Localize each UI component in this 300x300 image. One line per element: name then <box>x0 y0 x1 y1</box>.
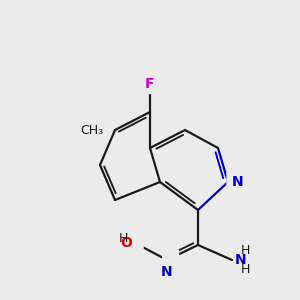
Text: N: N <box>228 173 242 191</box>
Text: F: F <box>145 76 155 91</box>
Text: N: N <box>235 253 247 267</box>
Text: N: N <box>232 175 243 189</box>
Text: CH₃: CH₃ <box>80 124 103 136</box>
Text: H: H <box>241 244 250 257</box>
Text: N: N <box>236 251 250 269</box>
Text: O: O <box>120 236 132 250</box>
Text: N: N <box>164 251 178 269</box>
Text: N: N <box>161 266 173 279</box>
Text: F: F <box>144 74 156 92</box>
Text: H: H <box>241 263 250 276</box>
Text: O: O <box>128 234 142 252</box>
Text: H: H <box>118 232 128 245</box>
